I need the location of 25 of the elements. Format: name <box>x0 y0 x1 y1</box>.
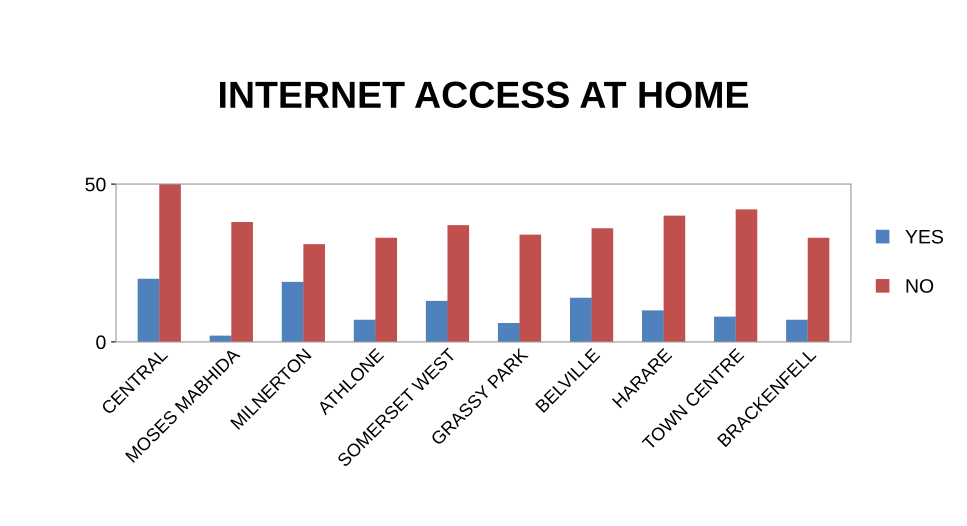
bar <box>426 300 448 342</box>
bar <box>592 228 614 342</box>
chart-title: INTERNET ACCESS AT HOME <box>220 82 748 108</box>
legend-label: YES <box>905 230 943 244</box>
bar <box>808 238 830 342</box>
bar <box>714 316 736 342</box>
bar <box>447 225 470 342</box>
legend-label: NO <box>906 279 934 293</box>
bar <box>138 278 160 342</box>
bar <box>664 216 686 342</box>
bar <box>210 336 232 342</box>
bar <box>231 222 253 342</box>
bar <box>354 320 376 342</box>
y-tick-label: 50 <box>85 178 106 192</box>
bar <box>303 244 325 342</box>
bar <box>786 320 808 342</box>
bar <box>498 322 520 342</box>
bar <box>570 298 592 342</box>
bar <box>520 234 542 342</box>
y-tick-label: 0 <box>96 335 106 350</box>
bar <box>159 184 181 342</box>
bar <box>642 310 664 342</box>
bar <box>375 238 398 342</box>
bar <box>282 282 304 342</box>
bar <box>736 209 758 342</box>
